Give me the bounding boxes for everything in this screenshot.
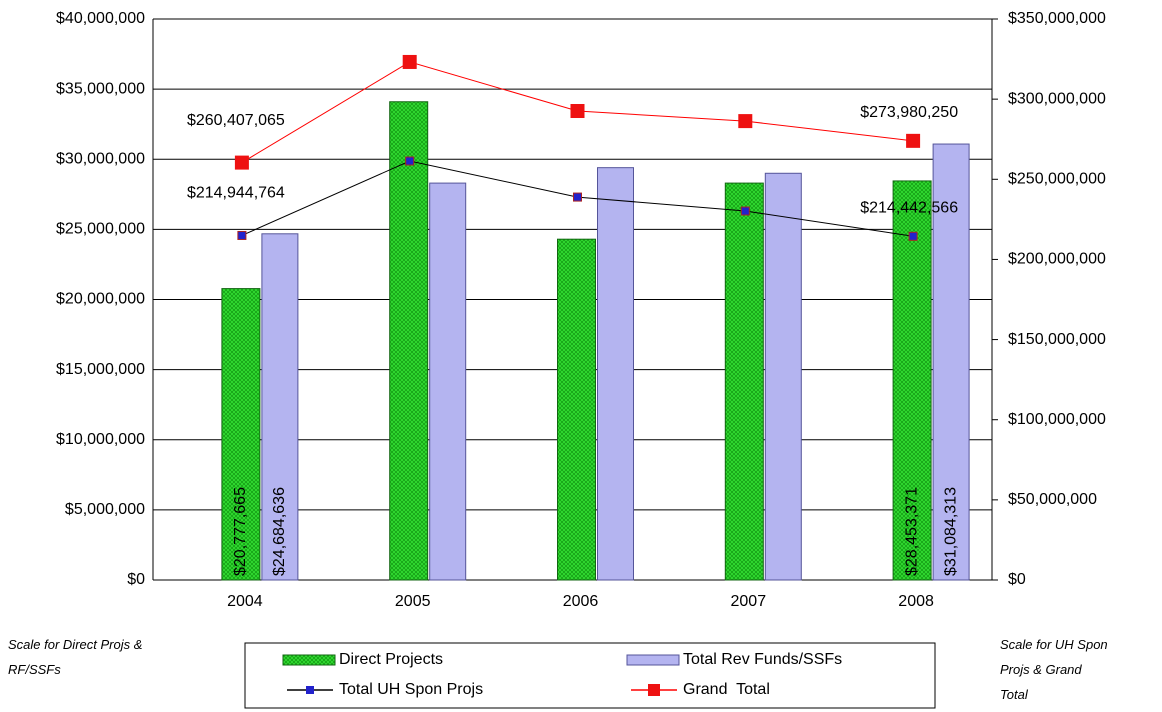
bar — [261, 233, 299, 581]
x-tick-label: 2007 — [731, 593, 767, 610]
legend-label: Total UH Spon Projs — [339, 681, 483, 698]
y2-tick-label: $250,000,000 — [1008, 171, 1106, 188]
y2-tick-label: $0 — [1008, 571, 1026, 588]
y-tick-label: $35,000,000 — [56, 80, 145, 97]
bar — [764, 172, 802, 581]
data-label: $214,442,566 — [860, 199, 958, 216]
marker — [738, 114, 753, 129]
y2-tick-label: $150,000,000 — [1008, 331, 1106, 348]
data-label: $260,407,065 — [187, 112, 285, 129]
y-tick-label: $5,000,000 — [65, 501, 145, 518]
y2-tick-label: $200,000,000 — [1008, 251, 1106, 268]
y-tick-label: $25,000,000 — [56, 221, 145, 238]
marker — [237, 230, 247, 240]
legend-marker — [306, 686, 314, 694]
marker — [906, 133, 921, 148]
legend-label: Direct Projects — [339, 651, 443, 668]
legend-label: Grand Total — [683, 681, 770, 698]
data-label: $28,453,371 — [903, 487, 920, 576]
marker — [234, 155, 249, 170]
bar — [724, 182, 764, 581]
data-label: $31,084,313 — [942, 487, 959, 576]
data-label: $24,684,636 — [271, 487, 288, 576]
bar — [932, 143, 970, 581]
marker — [405, 156, 415, 166]
marker — [740, 206, 750, 216]
legend-swatch — [626, 654, 680, 666]
y-tick-label: $30,000,000 — [56, 150, 145, 167]
x-tick-label: 2004 — [227, 593, 263, 610]
y-tick-label: $10,000,000 — [56, 431, 145, 448]
legend-label: Total Rev Funds/SSFs — [683, 651, 842, 668]
x-tick-label: 2005 — [395, 593, 431, 610]
marker — [402, 54, 417, 69]
legend-swatch — [282, 654, 336, 666]
x-tick-label: 2008 — [898, 593, 934, 610]
y-tick-label: $0 — [127, 571, 145, 588]
data-label: $20,777,665 — [232, 487, 249, 576]
data-label: $273,980,250 — [860, 104, 958, 121]
legend-marker — [648, 684, 660, 696]
legend-box — [244, 642, 936, 709]
bar — [389, 101, 429, 581]
marker — [570, 104, 585, 119]
bar — [429, 182, 467, 581]
y-tick-label: $20,000,000 — [56, 291, 145, 308]
marker — [573, 192, 582, 202]
bar — [221, 288, 261, 581]
y2-tick-label: $50,000,000 — [1008, 491, 1097, 508]
axis-note: Scale for Direct Projs & RF/SSFs — [8, 637, 143, 677]
data-label: $214,944,764 — [187, 185, 285, 202]
y2-tick-label: $300,000,000 — [1008, 90, 1106, 107]
bar — [597, 167, 634, 581]
y2-tick-label: $350,000,000 — [1008, 10, 1106, 27]
bar — [557, 238, 596, 581]
x-tick-label: 2006 — [563, 593, 599, 610]
y-tick-label: $40,000,000 — [56, 10, 145, 27]
y-tick-label: $15,000,000 — [56, 361, 145, 378]
marker — [908, 231, 918, 241]
bar — [892, 180, 932, 581]
y2-tick-label: $100,000,000 — [1008, 411, 1106, 428]
axis-note: Scale for UH Spon Projs & Grand Total — [1000, 637, 1108, 702]
